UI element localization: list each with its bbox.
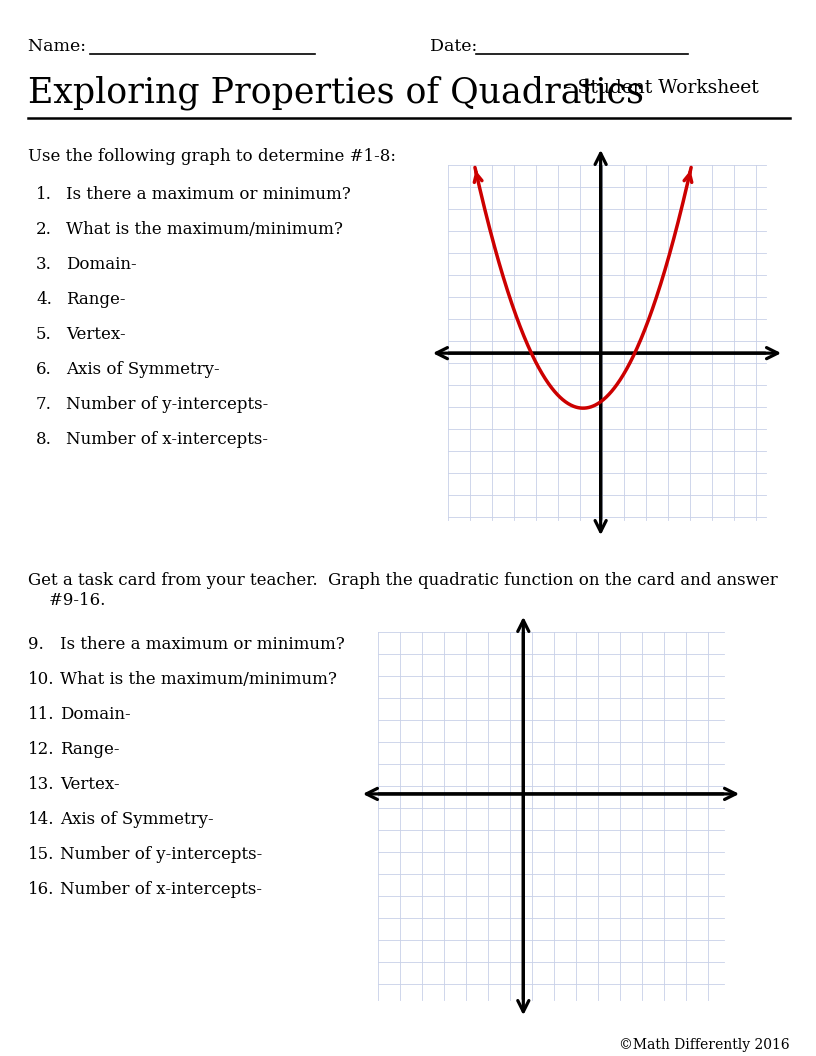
Text: Vertex-: Vertex- [66, 326, 126, 343]
Text: 1.: 1. [36, 186, 52, 203]
Text: 8.: 8. [36, 431, 52, 448]
Text: What is the maximum/minimum?: What is the maximum/minimum? [60, 671, 337, 689]
Text: Axis of Symmetry-: Axis of Symmetry- [60, 811, 214, 828]
Text: 7.: 7. [36, 396, 52, 413]
Text: Date:: Date: [430, 38, 483, 55]
Text: 6.: 6. [36, 361, 51, 378]
Text: Number of x-intercepts-: Number of x-intercepts- [60, 881, 262, 898]
Text: 3.: 3. [36, 256, 52, 274]
Text: 12.: 12. [28, 741, 55, 758]
Text: 10.: 10. [28, 671, 55, 689]
Text: Domain-: Domain- [60, 706, 131, 723]
Text: Number of x-intercepts-: Number of x-intercepts- [66, 431, 268, 448]
Text: Name:: Name: [28, 38, 91, 55]
Text: Axis of Symmetry-: Axis of Symmetry- [66, 361, 220, 378]
Text: Exploring Properties of Quadratics: Exploring Properties of Quadratics [28, 75, 644, 110]
Text: 5.: 5. [36, 326, 51, 343]
Text: What is the maximum/minimum?: What is the maximum/minimum? [66, 221, 343, 238]
Text: 15.: 15. [28, 846, 55, 863]
Text: Domain-: Domain- [66, 256, 136, 274]
Text: 11.: 11. [28, 706, 55, 723]
Text: ©Math Differently 2016: ©Math Differently 2016 [619, 1038, 790, 1052]
Text: - Student Worksheet: - Student Worksheet [565, 79, 759, 97]
Text: Get a task card from your teacher.  Graph the quadratic function on the card and: Get a task card from your teacher. Graph… [28, 572, 778, 589]
Text: Range-: Range- [66, 291, 126, 308]
Text: 2.: 2. [36, 221, 52, 238]
Text: 9.: 9. [28, 636, 44, 653]
Text: Use the following graph to determine #1-8:: Use the following graph to determine #1-… [28, 148, 396, 165]
Text: 14.: 14. [28, 811, 55, 828]
Text: Vertex-: Vertex- [60, 776, 120, 793]
Text: Is there a maximum or minimum?: Is there a maximum or minimum? [66, 186, 351, 203]
Text: 13.: 13. [28, 776, 55, 793]
Text: #9-16.: #9-16. [28, 592, 105, 609]
Text: 16.: 16. [28, 881, 55, 898]
Text: Number of y-intercepts-: Number of y-intercepts- [66, 396, 268, 413]
Text: Number of y-intercepts-: Number of y-intercepts- [60, 846, 262, 863]
Text: Range-: Range- [60, 741, 119, 758]
Text: Is there a maximum or minimum?: Is there a maximum or minimum? [60, 636, 344, 653]
Text: 4.: 4. [36, 291, 52, 308]
